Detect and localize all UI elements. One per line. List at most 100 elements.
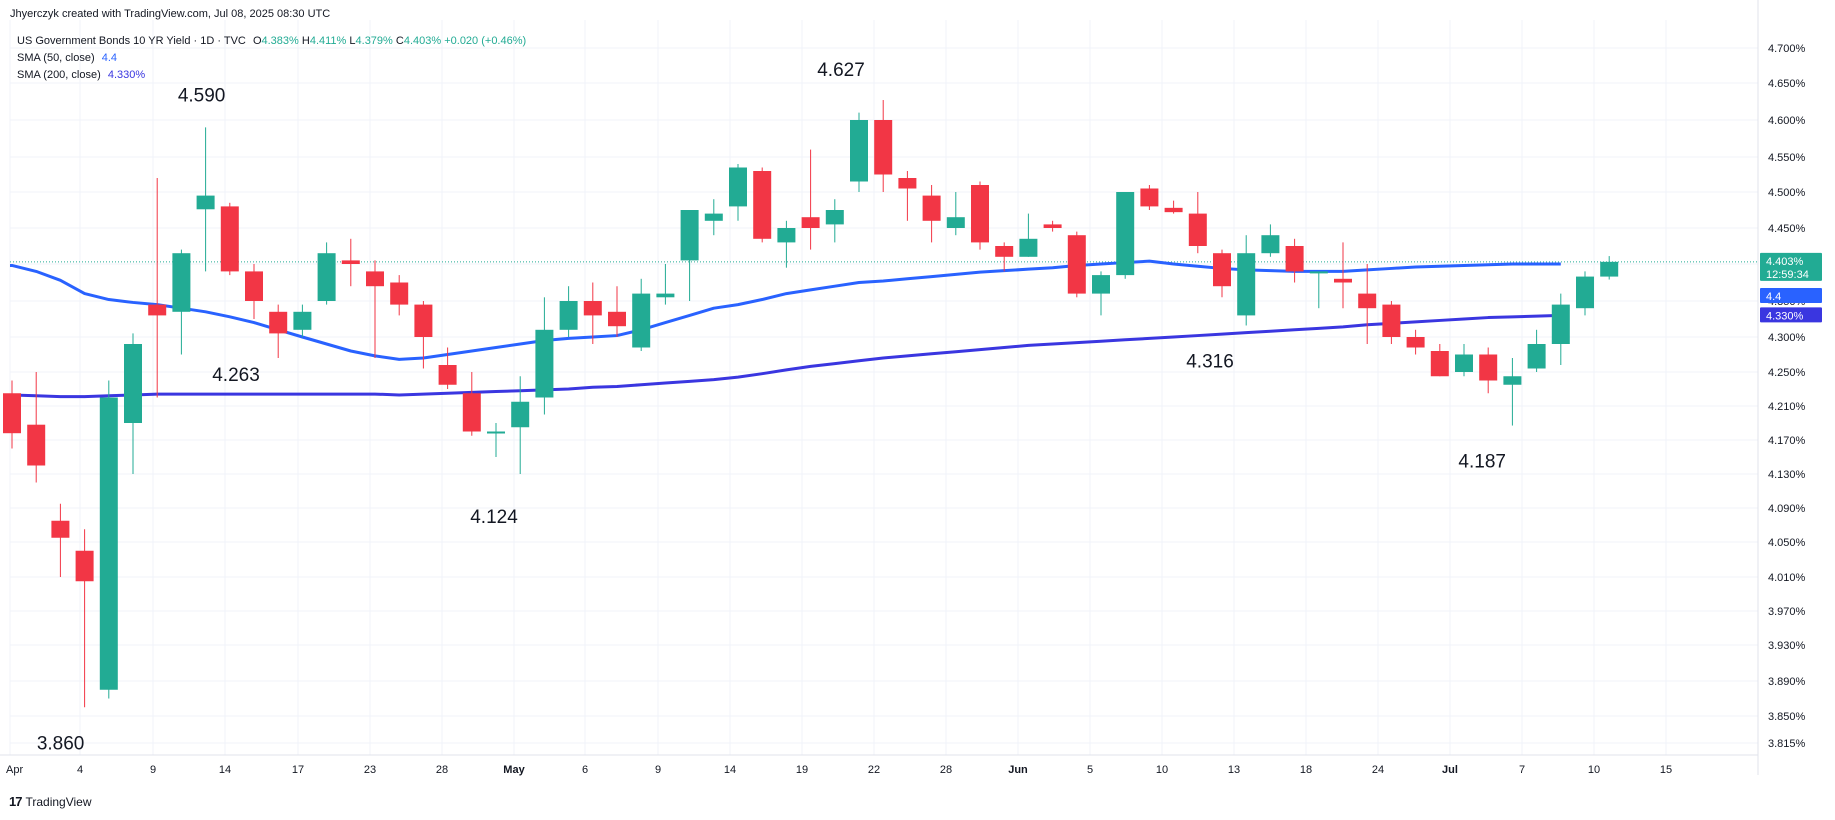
candle-down [1140, 188, 1159, 207]
y-tick-label: 3.850% [1768, 711, 1806, 723]
sma200-legend[interactable]: SMA (200, close) 4.330% [17, 69, 145, 81]
candle-down [898, 178, 917, 189]
x-tick-label: 14 [724, 764, 736, 776]
high-value: 4.411% [309, 35, 347, 47]
symbol-legend[interactable]: US Government Bonds 10 YR Yield · 1D · T… [17, 35, 526, 47]
candle-up [1092, 275, 1110, 294]
sma50-line [10, 259, 1561, 361]
y-tick-label: 4.650% [1768, 78, 1806, 90]
candle-up [511, 401, 530, 428]
x-tick-label: 24 [1372, 764, 1384, 776]
candle-up [1455, 354, 1473, 372]
candle-up [317, 253, 336, 301]
candle-up [124, 344, 142, 423]
tradingview-logo[interactable]: 17 TradingView [9, 794, 92, 809]
close-label: C [395, 35, 404, 47]
candle-up [1261, 235, 1280, 254]
pivot-annotation: 4.590 [178, 85, 226, 106]
sma200-price-tag-text: 4.330% [1766, 310, 1804, 322]
x-tick-label: 28 [940, 764, 952, 776]
candle-up [1116, 192, 1135, 276]
x-tick-label: 14 [219, 764, 231, 776]
candle-up [1527, 344, 1546, 369]
last-price-tag-text: 12:59:34 [1766, 269, 1809, 281]
candle-down [1358, 293, 1377, 309]
x-tick-label: 19 [796, 764, 808, 776]
candle-down [753, 171, 772, 239]
x-tick-label: 4 [77, 764, 83, 776]
y-tick-label: 4.050% [1768, 537, 1806, 549]
candle-down [220, 206, 239, 272]
sma50-price-tag [1760, 288, 1822, 303]
candle-down [1164, 207, 1183, 213]
candle-down [1406, 337, 1425, 348]
candle-up [487, 431, 505, 434]
x-tick-label: 15 [1660, 764, 1672, 776]
y-tick-label: 4.170% [1768, 435, 1806, 447]
candle-down [583, 301, 602, 316]
candle-up [1551, 304, 1570, 344]
x-tick-label: 5 [1087, 764, 1093, 776]
last-price-tag [1760, 252, 1822, 281]
y-tick-label: 4.500% [1768, 187, 1806, 199]
sma50-legend[interactable]: SMA (50, close) 4.4 [17, 52, 117, 64]
candle-down [341, 260, 360, 264]
x-tick-label: 9 [655, 764, 661, 776]
candle-down [462, 393, 481, 432]
pivot-annotation: 4.124 [470, 507, 518, 528]
change-value: +0.020 (+0.46%) [444, 35, 527, 47]
candle-up [1503, 376, 1522, 385]
candle-down [1479, 354, 1498, 381]
candle-up [1237, 253, 1256, 316]
high-label: H [301, 35, 310, 47]
pivot-annotation: 4.263 [212, 365, 260, 386]
candle-down [51, 520, 70, 538]
y-tick-label: 3.930% [1768, 640, 1806, 652]
sma200-value: 4.330% [107, 69, 146, 81]
open-value: 4.383% [261, 35, 299, 47]
y-tick-label: 3.815% [1768, 738, 1806, 750]
candle-down [366, 271, 384, 287]
y-tick-label: 4.090% [1768, 503, 1806, 515]
candle-up [704, 213, 723, 221]
candle-down [1334, 278, 1352, 283]
y-tick-label: 4.600% [1768, 115, 1806, 127]
y-tick-label: 4.700% [1768, 43, 1806, 55]
candle-up [777, 228, 796, 243]
candle-down [269, 311, 288, 334]
candle-up [656, 293, 675, 298]
candle-down [1043, 224, 1062, 228]
candle-up [825, 210, 844, 225]
x-tick-label: 17 [292, 764, 304, 776]
low-label: L [349, 35, 356, 47]
x-tick-label: May [503, 764, 525, 776]
candle-down [438, 365, 457, 385]
candle-down [995, 246, 1014, 257]
y-tick-label: 4.010% [1768, 572, 1806, 584]
candle-up [850, 120, 868, 182]
candle-down [608, 311, 626, 327]
candle-down [1067, 235, 1086, 294]
open-label: O [252, 35, 262, 47]
candle-down [245, 271, 263, 301]
candle-down [414, 304, 433, 337]
candle-down [75, 550, 94, 582]
x-tick-label: 10 [1588, 764, 1600, 776]
candle-up [196, 195, 215, 210]
pivot-annotation: 4.316 [1186, 351, 1234, 372]
candle-up [559, 301, 578, 330]
y-tick-label: 4.130% [1768, 469, 1806, 481]
candle-down [390, 282, 409, 305]
candle-down [801, 217, 820, 228]
candle-up [535, 329, 554, 398]
y-tick-label: 3.970% [1768, 606, 1806, 618]
candle-up [632, 293, 651, 348]
candle-up [99, 397, 118, 690]
candle-down [148, 304, 167, 316]
y-tick-label: 4.210% [1768, 401, 1806, 413]
pivot-annotation: 3.860 [37, 733, 85, 754]
last-price-tag-text: 4.403% [1766, 256, 1804, 268]
x-tick-label: 18 [1300, 764, 1312, 776]
tradingview-logo-text: TradingView [25, 794, 92, 809]
